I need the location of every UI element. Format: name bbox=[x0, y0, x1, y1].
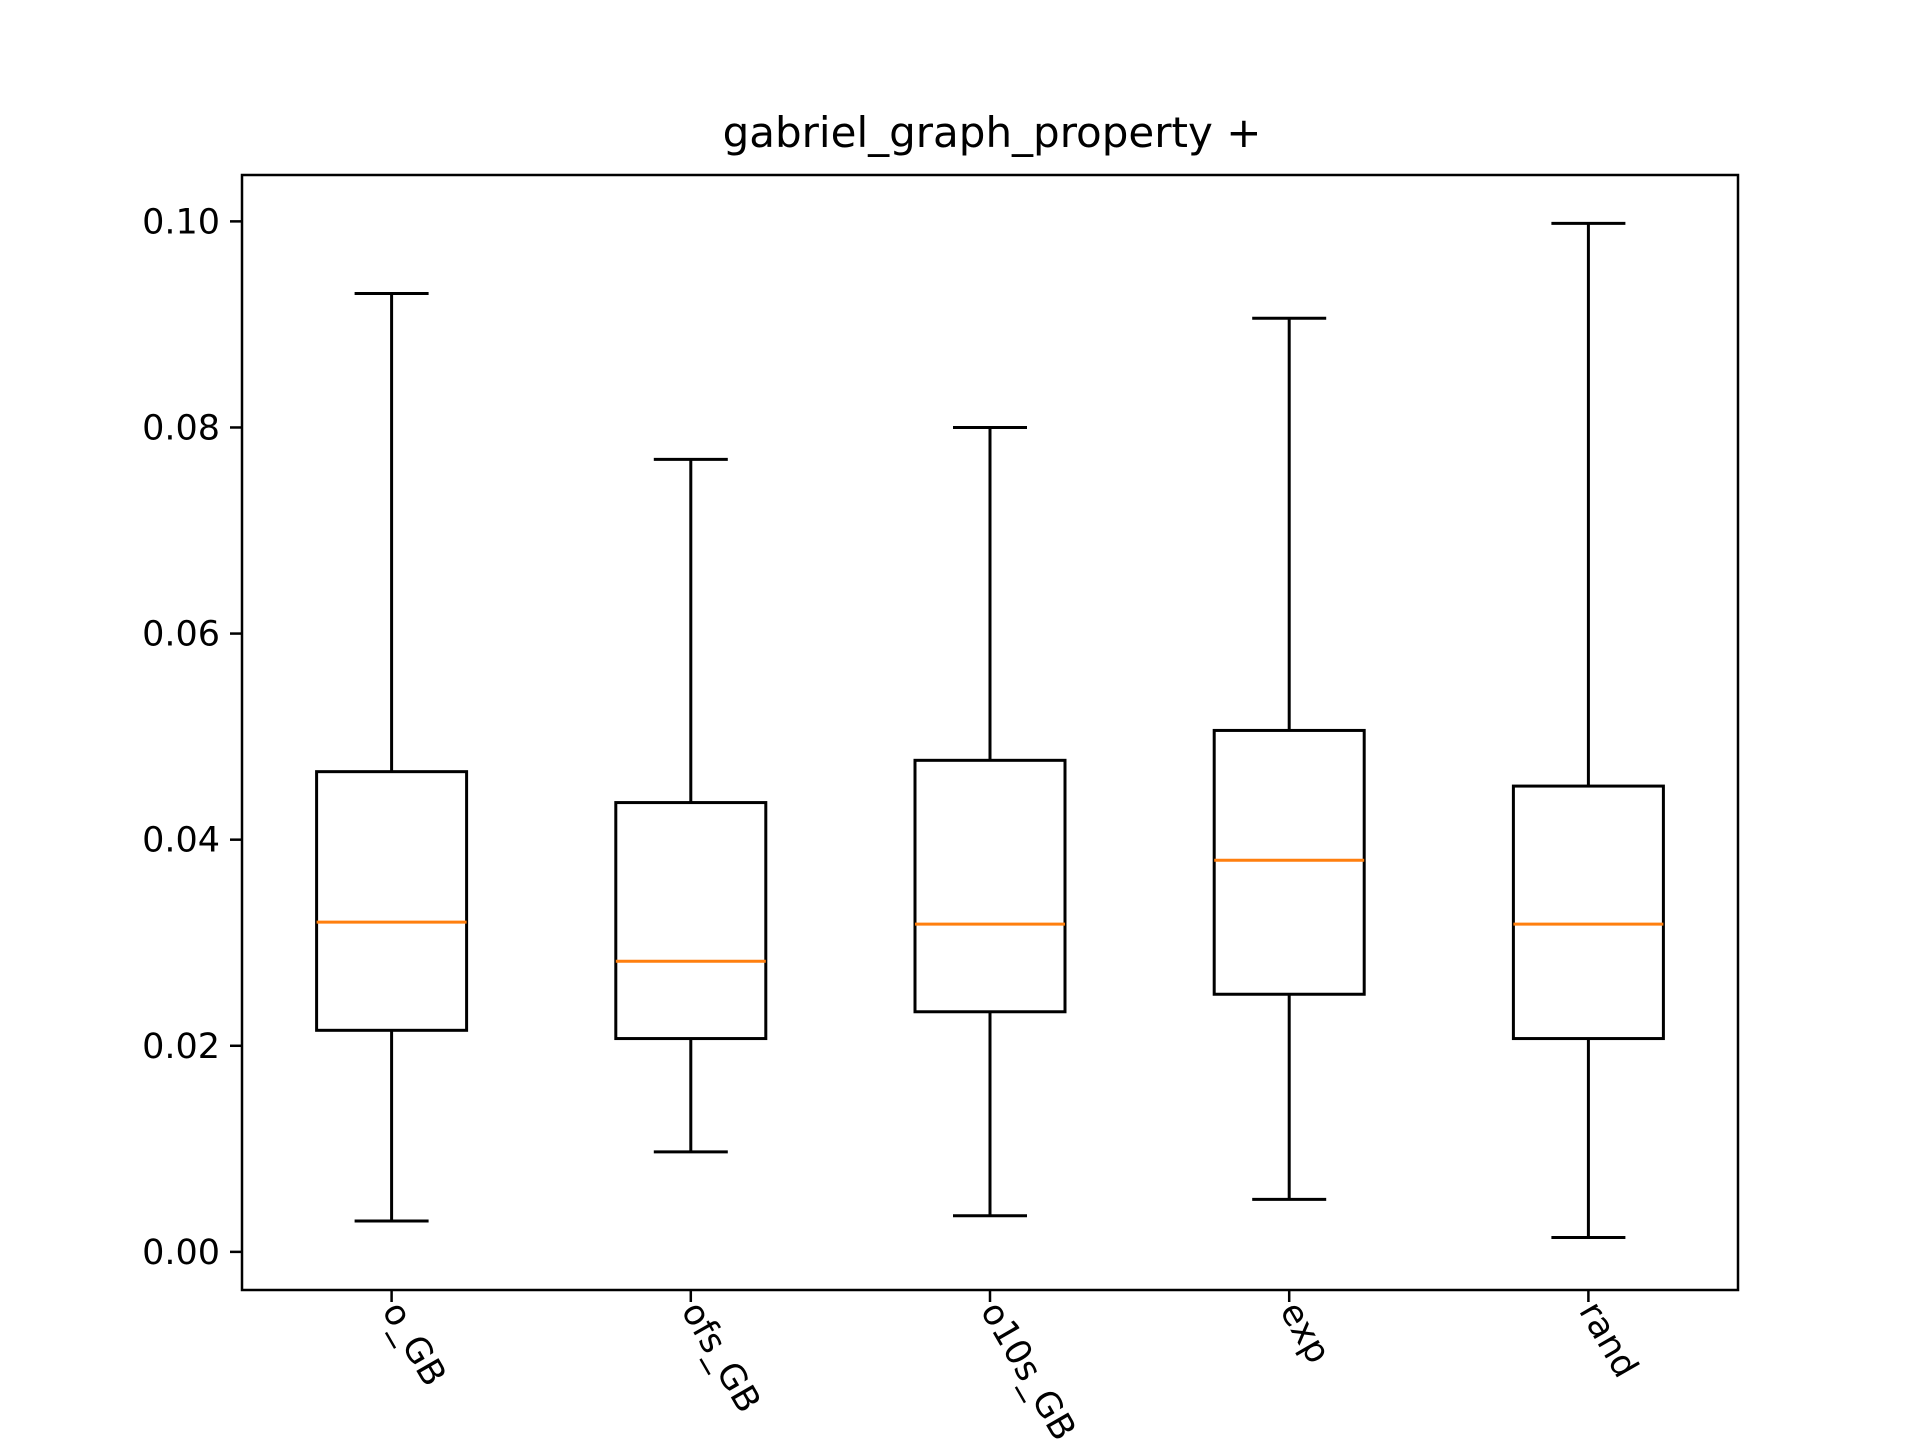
iqr-box bbox=[315, 770, 469, 1032]
box-group-exp bbox=[1212, 316, 1366, 1201]
y-tick-label: 0.08 bbox=[142, 408, 220, 448]
box-group-rand bbox=[1511, 221, 1665, 1239]
x-tick-label: rand bbox=[1571, 1295, 1646, 1384]
y-tick-label: 0.04 bbox=[142, 821, 220, 861]
y-tick-label: 0.06 bbox=[142, 615, 220, 655]
iqr-box bbox=[1212, 728, 1366, 996]
iqr-box bbox=[913, 758, 1067, 1014]
chart-title: gabriel_graph_property + bbox=[723, 108, 1262, 157]
iqr-box bbox=[614, 801, 768, 1041]
x-tick-label: o_GB bbox=[374, 1295, 454, 1393]
x-tick-label: o10s_GB bbox=[972, 1295, 1083, 1440]
plot-area: 0.00 0.02 0.04 0.06 0.08 0.10 o_GB ofs_GB o10s_G… bbox=[142, 173, 1740, 1440]
y-tick-label: 0.10 bbox=[142, 202, 220, 242]
x-tick-label: exp bbox=[1271, 1295, 1338, 1370]
x-tick-label: ofs_GB bbox=[673, 1295, 768, 1419]
box-group-ofs_GB bbox=[614, 457, 768, 1154]
iqr-box bbox=[1511, 784, 1665, 1041]
box-group-o10s_GB bbox=[913, 425, 1067, 1218]
box-group-o_GB bbox=[315, 292, 469, 1223]
y-tick-label: 0.02 bbox=[142, 1027, 220, 1067]
y-tick-label: 0.00 bbox=[142, 1233, 220, 1273]
